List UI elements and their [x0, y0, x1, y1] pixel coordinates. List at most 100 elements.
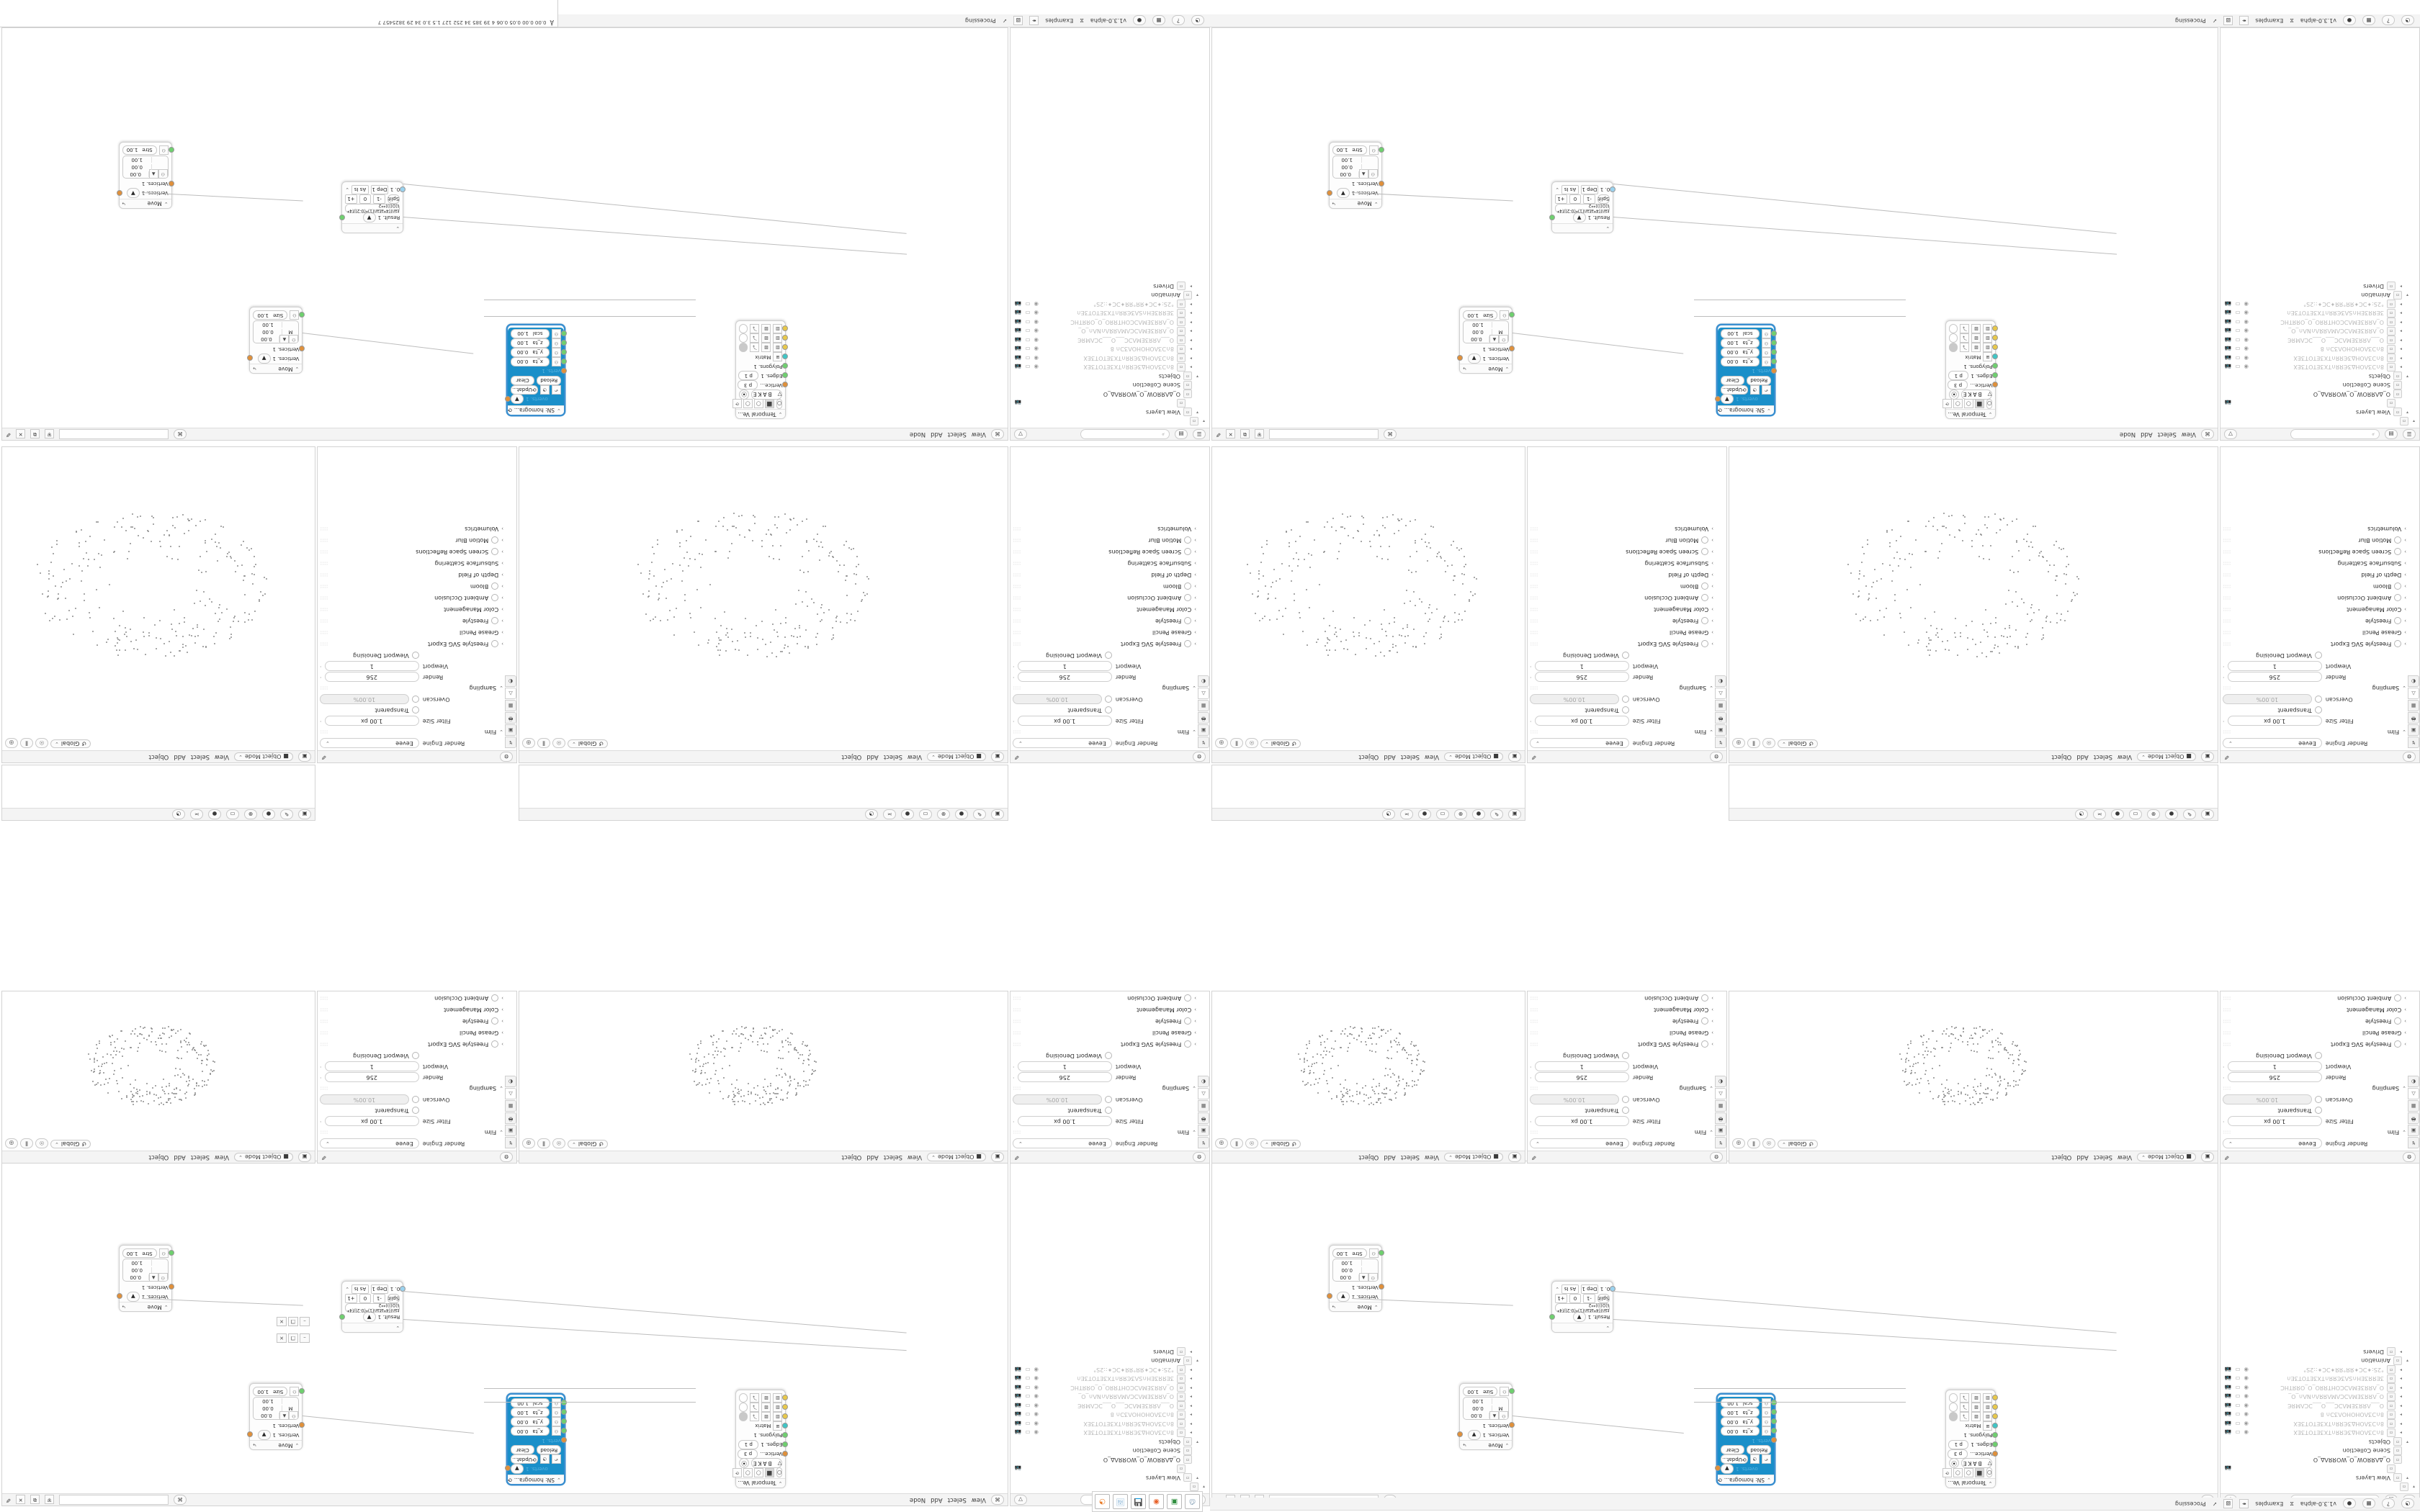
properties-collapsed-section[interactable]: › Freestyle SVG Export ∷∷	[2223, 639, 2406, 649]
viewport-menu-object[interactable]: Object	[1358, 1153, 1379, 1161]
outliner-row-toggles[interactable]: ◉ ▭ 📷	[2222, 1367, 2249, 1373]
chevron-down-icon[interactable]: ⌄	[1192, 1085, 1196, 1092]
node-bake-button[interactable]: ▽ BAKE	[750, 389, 783, 400]
viewport-menu-view[interactable]: View	[2117, 753, 2133, 760]
properties-field-value[interactable]: 256	[1534, 1072, 1629, 1083]
node-dep-field[interactable]: Dep 1	[1580, 1284, 1598, 1294]
camera-icon[interactable]: 📷	[2225, 1465, 2232, 1472]
node-socket[interactable]	[299, 1422, 305, 1428]
node-socket[interactable]	[339, 1314, 346, 1320]
help-icon[interactable]: ?	[2382, 1498, 2395, 1509]
properties-type-icon[interactable]: ⚙	[1193, 1152, 1206, 1162]
properties-collapsed-section[interactable]: › Depth of Field ∷∷	[1013, 570, 1196, 580]
node-temporal-viewer[interactable]: ⌄Temporal Ve...✎○⬛◯◯⟳▽BAKE⦿Vertice...p 3…	[732, 1390, 789, 1488]
node-offset-field-2[interactable]: +1	[345, 194, 357, 204]
node-socket[interactable]	[1549, 1314, 1556, 1320]
world-icon[interactable]: ◐	[1715, 1076, 1726, 1087]
chevron-right-icon[interactable]: ›	[1194, 606, 1196, 613]
properties-type-icon[interactable]: ⚙	[1710, 752, 1723, 762]
node-socket[interactable]	[1770, 1437, 1777, 1444]
outliner-row[interactable]: ▾ ▫	[1012, 1482, 1206, 1492]
node-tree-selector-icon[interactable]: ⌘	[174, 429, 187, 439]
animate-dot-icon[interactable]: ·	[2223, 1063, 2225, 1070]
node-formula[interactable]: ⌄ Result. 1 ▼ tan((4*atan(1)*(0-2)/(4*((O))…	[339, 1281, 406, 1333]
edges-icon[interactable]: ◯	[1953, 399, 1963, 409]
node-expression-field[interactable]: tan((4*atan(1)*(0-2)/(4*((O))))**2	[345, 204, 400, 214]
node-socket-value[interactable]: p 1	[738, 1440, 759, 1449]
outliner-row-toggles[interactable]: ◉ ▭ 📷	[1012, 1375, 1039, 1382]
node-title-bar[interactable]: ⌄Temporal Ve...✎	[736, 1478, 786, 1488]
properties-section-header[interactable]: ⌄ Film ∷∷	[320, 727, 503, 737]
viewport-overlay-controls[interactable]: ↺ Global ⌄ ☉ ⫼ ◎	[1732, 1138, 1819, 1148]
vertices-icon[interactable]: ◯	[1963, 399, 1973, 409]
node-tree-selector-icon[interactable]: ⌘	[1384, 429, 1397, 439]
properties-section-header[interactable]: ⌄ Sampling ∷∷	[1013, 683, 1196, 693]
render-engine-selector[interactable]: Eevee ⌄	[2223, 1138, 2322, 1149]
transform-orientation-selector[interactable]: ↺ Global ⌄	[568, 739, 609, 748]
outliner-row[interactable]: ▸ ▫ O___ΛЯЯƷEMΛƆC___O___ƆCΛMЯЄ ◉ ▭ 📷	[2222, 336, 2416, 345]
properties-collapsed-section[interactable]: › Color Management ∷∷	[1530, 605, 1713, 614]
proportional-edit-icon[interactable]: ◎	[522, 1138, 535, 1148]
node-socket[interactable]	[1378, 1250, 1384, 1256]
node-title-bar[interactable]: ⌄	[1552, 223, 1613, 233]
outliner-row-toggles[interactable]: ◉ ▭ 📷	[2222, 337, 2249, 343]
properties-collapsed-section[interactable]: › Subsurface Scattering ∷∷	[2223, 559, 2406, 568]
mode-selector[interactable]: ■ Object Mode ⌄	[234, 752, 293, 761]
node-param-field[interactable]: x_ta 0.00	[1720, 1426, 1760, 1436]
monitor-icon[interactable]: ▭	[1025, 1411, 1031, 1418]
undo-icon[interactable]: ↶	[551, 384, 561, 395]
camera-icon[interactable]: 📷	[2225, 1375, 2232, 1382]
disclosure-triangle-icon[interactable]: ▸	[2400, 355, 2403, 361]
close-button[interactable]: ✕	[277, 1317, 287, 1326]
proportional-edit-icon[interactable]: ◎	[5, 738, 18, 748]
outliner-row[interactable]: ▫ Scene Collection	[2222, 1446, 2416, 1456]
node-socket[interactable]	[298, 336, 300, 342]
disclosure-triangle-icon[interactable]: ▸	[1190, 301, 1193, 307]
curve-icon[interactable]: ⤵	[750, 343, 760, 353]
link-icon[interactable]: ⚇	[158, 1248, 169, 1259]
disclosure-triangle-icon[interactable]: ▸	[2400, 328, 2403, 334]
chevron-right-icon[interactable]: ›	[1194, 583, 1196, 590]
outliner-row[interactable]: ▸ ▫ °2S:✦ƆC✦ЯЯ°ЯЯ✦ƆC✦::2S° ◉ ▭ 📷	[1012, 1365, 1206, 1374]
outliner-row-toggles[interactable]: ◉ ▭ 📷	[1012, 1421, 1039, 1427]
outliner-row-toggles[interactable]: ◉ ▭ 📷	[1012, 1429, 1039, 1436]
properties-collapsed-section[interactable]: › Freestyle ∷∷	[320, 616, 503, 626]
node-reload-button[interactable]: Reload	[1747, 375, 1771, 385]
blender-icon[interactable]: ◔	[2075, 809, 2088, 819]
outliner-row-toggles[interactable]: ◉ ▭ 📷	[2222, 310, 2249, 316]
collapse-toggle-icon[interactable]: ▼	[510, 394, 524, 405]
outliner-row[interactable]: ▾ ▫ Animation	[2222, 1356, 2416, 1366]
chevron-right-icon[interactable]: ›	[1711, 618, 1713, 624]
properties-field-value[interactable]: 1	[1017, 1061, 1112, 1072]
render-engine-selector[interactable]: Eevee ⌄	[1530, 738, 1629, 749]
outliner-row[interactable]: ▫ O_∆ΛЯЯOW_O_WOЯЯΛ∆_O	[2222, 390, 2416, 399]
disclosure-triangle-icon[interactable]: ▸	[2400, 1376, 2403, 1382]
tool-icon[interactable]: ↯	[505, 1137, 516, 1148]
properties-collapsed-section[interactable]: › Screen Space Reflections ∷∷	[1013, 547, 1196, 557]
collapse-chevron-icon[interactable]: ⌄	[557, 407, 561, 413]
edges-icon[interactable]: ◯	[1953, 1468, 1963, 1477]
outliner-row-toggles[interactable]: 📷	[2222, 1465, 2231, 1472]
properties-field-value[interactable]: 256	[2227, 1072, 2322, 1083]
node-socket[interactable]	[782, 354, 789, 360]
undo-icon[interactable]: ↶	[1761, 1454, 1771, 1464]
link-icon[interactable]: ⚇	[1761, 356, 1771, 366]
eye-icon[interactable]: ◉	[1034, 1384, 1039, 1391]
duplicate-icon[interactable]: ⧉	[1240, 429, 1250, 439]
collapse-chevron-icon[interactable]: ⌄	[557, 1477, 561, 1483]
editor-type-selector-icon[interactable]: ⌘	[2201, 429, 2214, 439]
node-vector-value[interactable]: 1.00	[1332, 1260, 1362, 1266]
view-layer-icon[interactable]: ▦	[1715, 1100, 1726, 1112]
script-refresh-icon[interactable]: ⟳	[1717, 1476, 1722, 1483]
checkbox-toggle[interactable]	[491, 548, 499, 556]
properties-collapsed-section[interactable]: › Color Management ∷∷	[2223, 605, 2406, 614]
outliner-row[interactable]: ▾ ▫ Animation	[1012, 290, 1206, 300]
viewport-menu-object[interactable]: Object	[148, 753, 169, 760]
checkbox-toggle[interactable]	[1184, 582, 1192, 590]
link-icon[interactable]: ⚇	[1368, 1272, 1378, 1282]
camera-icon[interactable]: 📷	[2225, 318, 2232, 325]
checkbox-toggle[interactable]	[1621, 1107, 1629, 1115]
eye-icon[interactable]: ◉	[1034, 336, 1039, 343]
node-socket[interactable]	[1770, 367, 1777, 374]
viewport-overlay-controls[interactable]: ↺ Global ⌄ ☉ ⫼ ◎	[5, 738, 91, 748]
